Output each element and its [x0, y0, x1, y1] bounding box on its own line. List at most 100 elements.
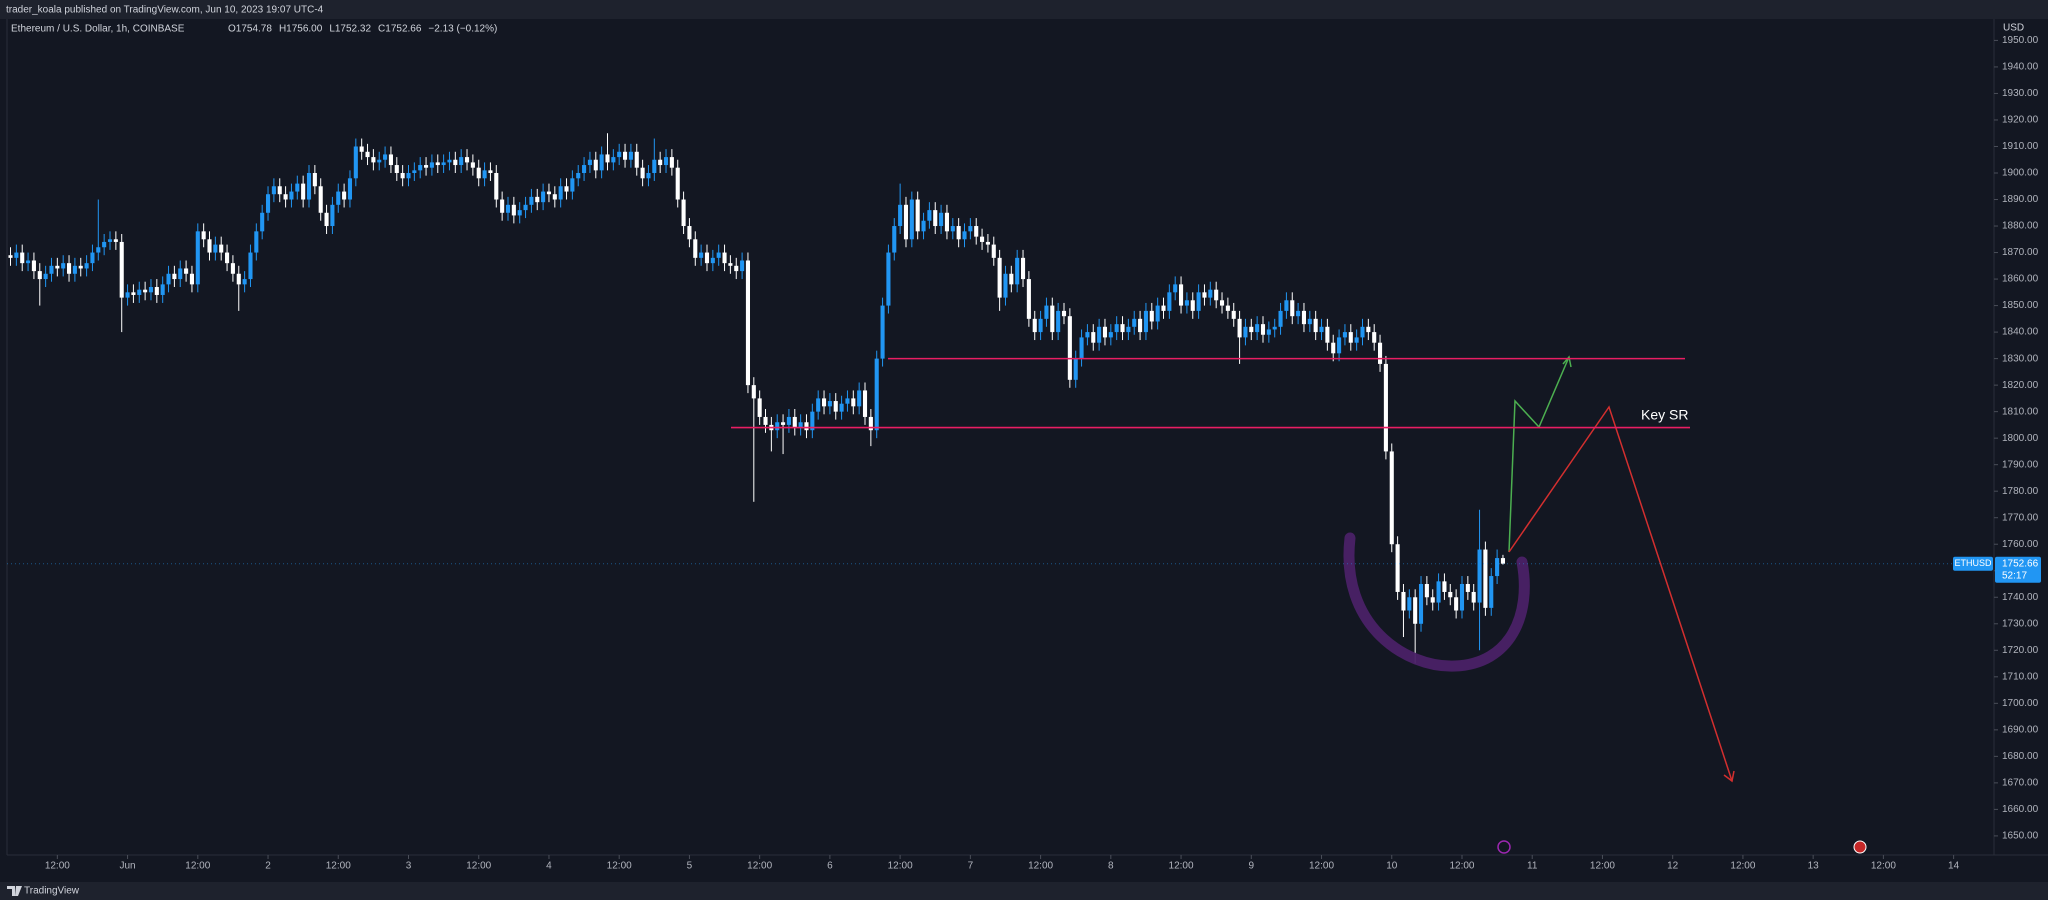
candle-body — [1225, 305, 1230, 311]
candle-body — [383, 154, 388, 160]
candle-body — [271, 186, 276, 195]
candle-body — [734, 265, 739, 272]
candle-body — [1155, 305, 1160, 322]
candle-body — [857, 390, 862, 407]
candle-body — [1243, 326, 1248, 338]
x-tick-label: 13 — [1808, 861, 1820, 872]
candle-body — [1003, 273, 1008, 298]
y-tick-label: 1900.00 — [2002, 168, 2039, 179]
candle-body — [564, 186, 569, 192]
candle-body — [260, 212, 265, 232]
y-tick-label: 1790.00 — [2002, 459, 2039, 470]
candle-body — [821, 398, 827, 407]
candle-body — [710, 257, 715, 264]
candle-body — [254, 231, 259, 253]
candle-body — [1020, 257, 1026, 280]
candle-body — [576, 172, 581, 179]
candle-body — [1026, 279, 1031, 319]
x-tick-label: 8 — [1108, 861, 1114, 872]
candle-body — [207, 239, 212, 253]
candle-body — [324, 212, 329, 227]
candle-body — [312, 172, 317, 187]
candle-body — [1079, 337, 1084, 359]
candle-body — [1448, 591, 1453, 598]
candle-body — [78, 265, 83, 269]
candle-body — [172, 273, 177, 280]
candle-body — [1360, 326, 1365, 338]
candle-body — [898, 204, 903, 227]
candle-body — [26, 260, 31, 264]
candle-body — [283, 194, 288, 200]
x-tick-label: 12:00 — [607, 861, 632, 872]
candle-body — [347, 178, 353, 200]
candle-body — [669, 157, 674, 168]
candle-body — [301, 183, 306, 200]
candle-body — [1313, 318, 1318, 333]
y-tick-label: 1880.00 — [2002, 221, 2039, 232]
candle-body — [265, 194, 271, 213]
candle-body — [447, 159, 452, 163]
candle-body — [1366, 326, 1371, 333]
candle-body — [1459, 584, 1465, 611]
candle-body — [1009, 273, 1014, 285]
y-tick-label: 1810.00 — [2002, 406, 2039, 417]
candle-body — [1436, 581, 1441, 603]
candle-body — [1126, 326, 1131, 333]
candle-body — [137, 289, 142, 295]
y-tick-label: 1690.00 — [2002, 724, 2039, 735]
candle-body — [903, 204, 909, 240]
bull-arrowhead — [1562, 355, 1572, 368]
candle-body — [96, 247, 101, 253]
candle-body — [394, 165, 399, 173]
x-tick-label: 12:00 — [1169, 861, 1194, 872]
x-tick-label: 3 — [406, 861, 412, 872]
candle-body — [195, 231, 200, 285]
candle-body — [599, 154, 604, 171]
annotation: Key SR — [1641, 407, 1688, 423]
candle-body — [915, 199, 920, 232]
candle-body — [699, 252, 704, 258]
candle-body — [166, 273, 171, 285]
candle-body — [980, 236, 985, 242]
candle-body — [1161, 305, 1166, 311]
candle-body — [1477, 549, 1482, 603]
candle-body — [1073, 358, 1078, 380]
candle-body — [1202, 292, 1207, 298]
ohlc-value: −2.13 (−0.12%) — [428, 24, 497, 35]
candle-body — [1483, 549, 1488, 608]
candle-body — [1495, 558, 1500, 577]
candle-body — [1284, 300, 1289, 311]
candle-body — [37, 271, 42, 280]
candle-body — [1296, 310, 1301, 317]
candle-body — [14, 252, 19, 258]
x-tick-label: 4 — [546, 861, 552, 872]
x-tick-label: 11 — [1527, 861, 1538, 872]
candle-body — [1132, 318, 1137, 327]
candle-body — [798, 422, 803, 428]
candle-body — [435, 162, 440, 166]
candle-body — [535, 196, 540, 203]
y-tick-label: 1910.00 — [2002, 141, 2039, 152]
candle-body — [1465, 584, 1470, 592]
candle-body — [687, 226, 692, 240]
candle-body — [1278, 310, 1283, 327]
x-tick-label: 12:00 — [185, 861, 210, 872]
candle-body — [1290, 300, 1295, 317]
candle-body — [652, 159, 657, 173]
candle-body — [107, 239, 113, 242]
candle-body — [833, 401, 838, 412]
candle-body — [1102, 326, 1108, 338]
candle-body — [43, 273, 48, 280]
x-tick-label: 7 — [968, 861, 974, 872]
candle-body — [1331, 342, 1336, 354]
candle-body — [1138, 318, 1143, 333]
x-tick-label: 12:00 — [747, 861, 772, 872]
candle-body — [359, 146, 364, 152]
candle-body — [1348, 332, 1353, 343]
candle-body — [453, 159, 458, 166]
candle-body — [1173, 284, 1178, 293]
candle-body — [1266, 329, 1271, 335]
candle-body — [500, 199, 505, 213]
countdown: 52:17 — [2002, 570, 2027, 581]
